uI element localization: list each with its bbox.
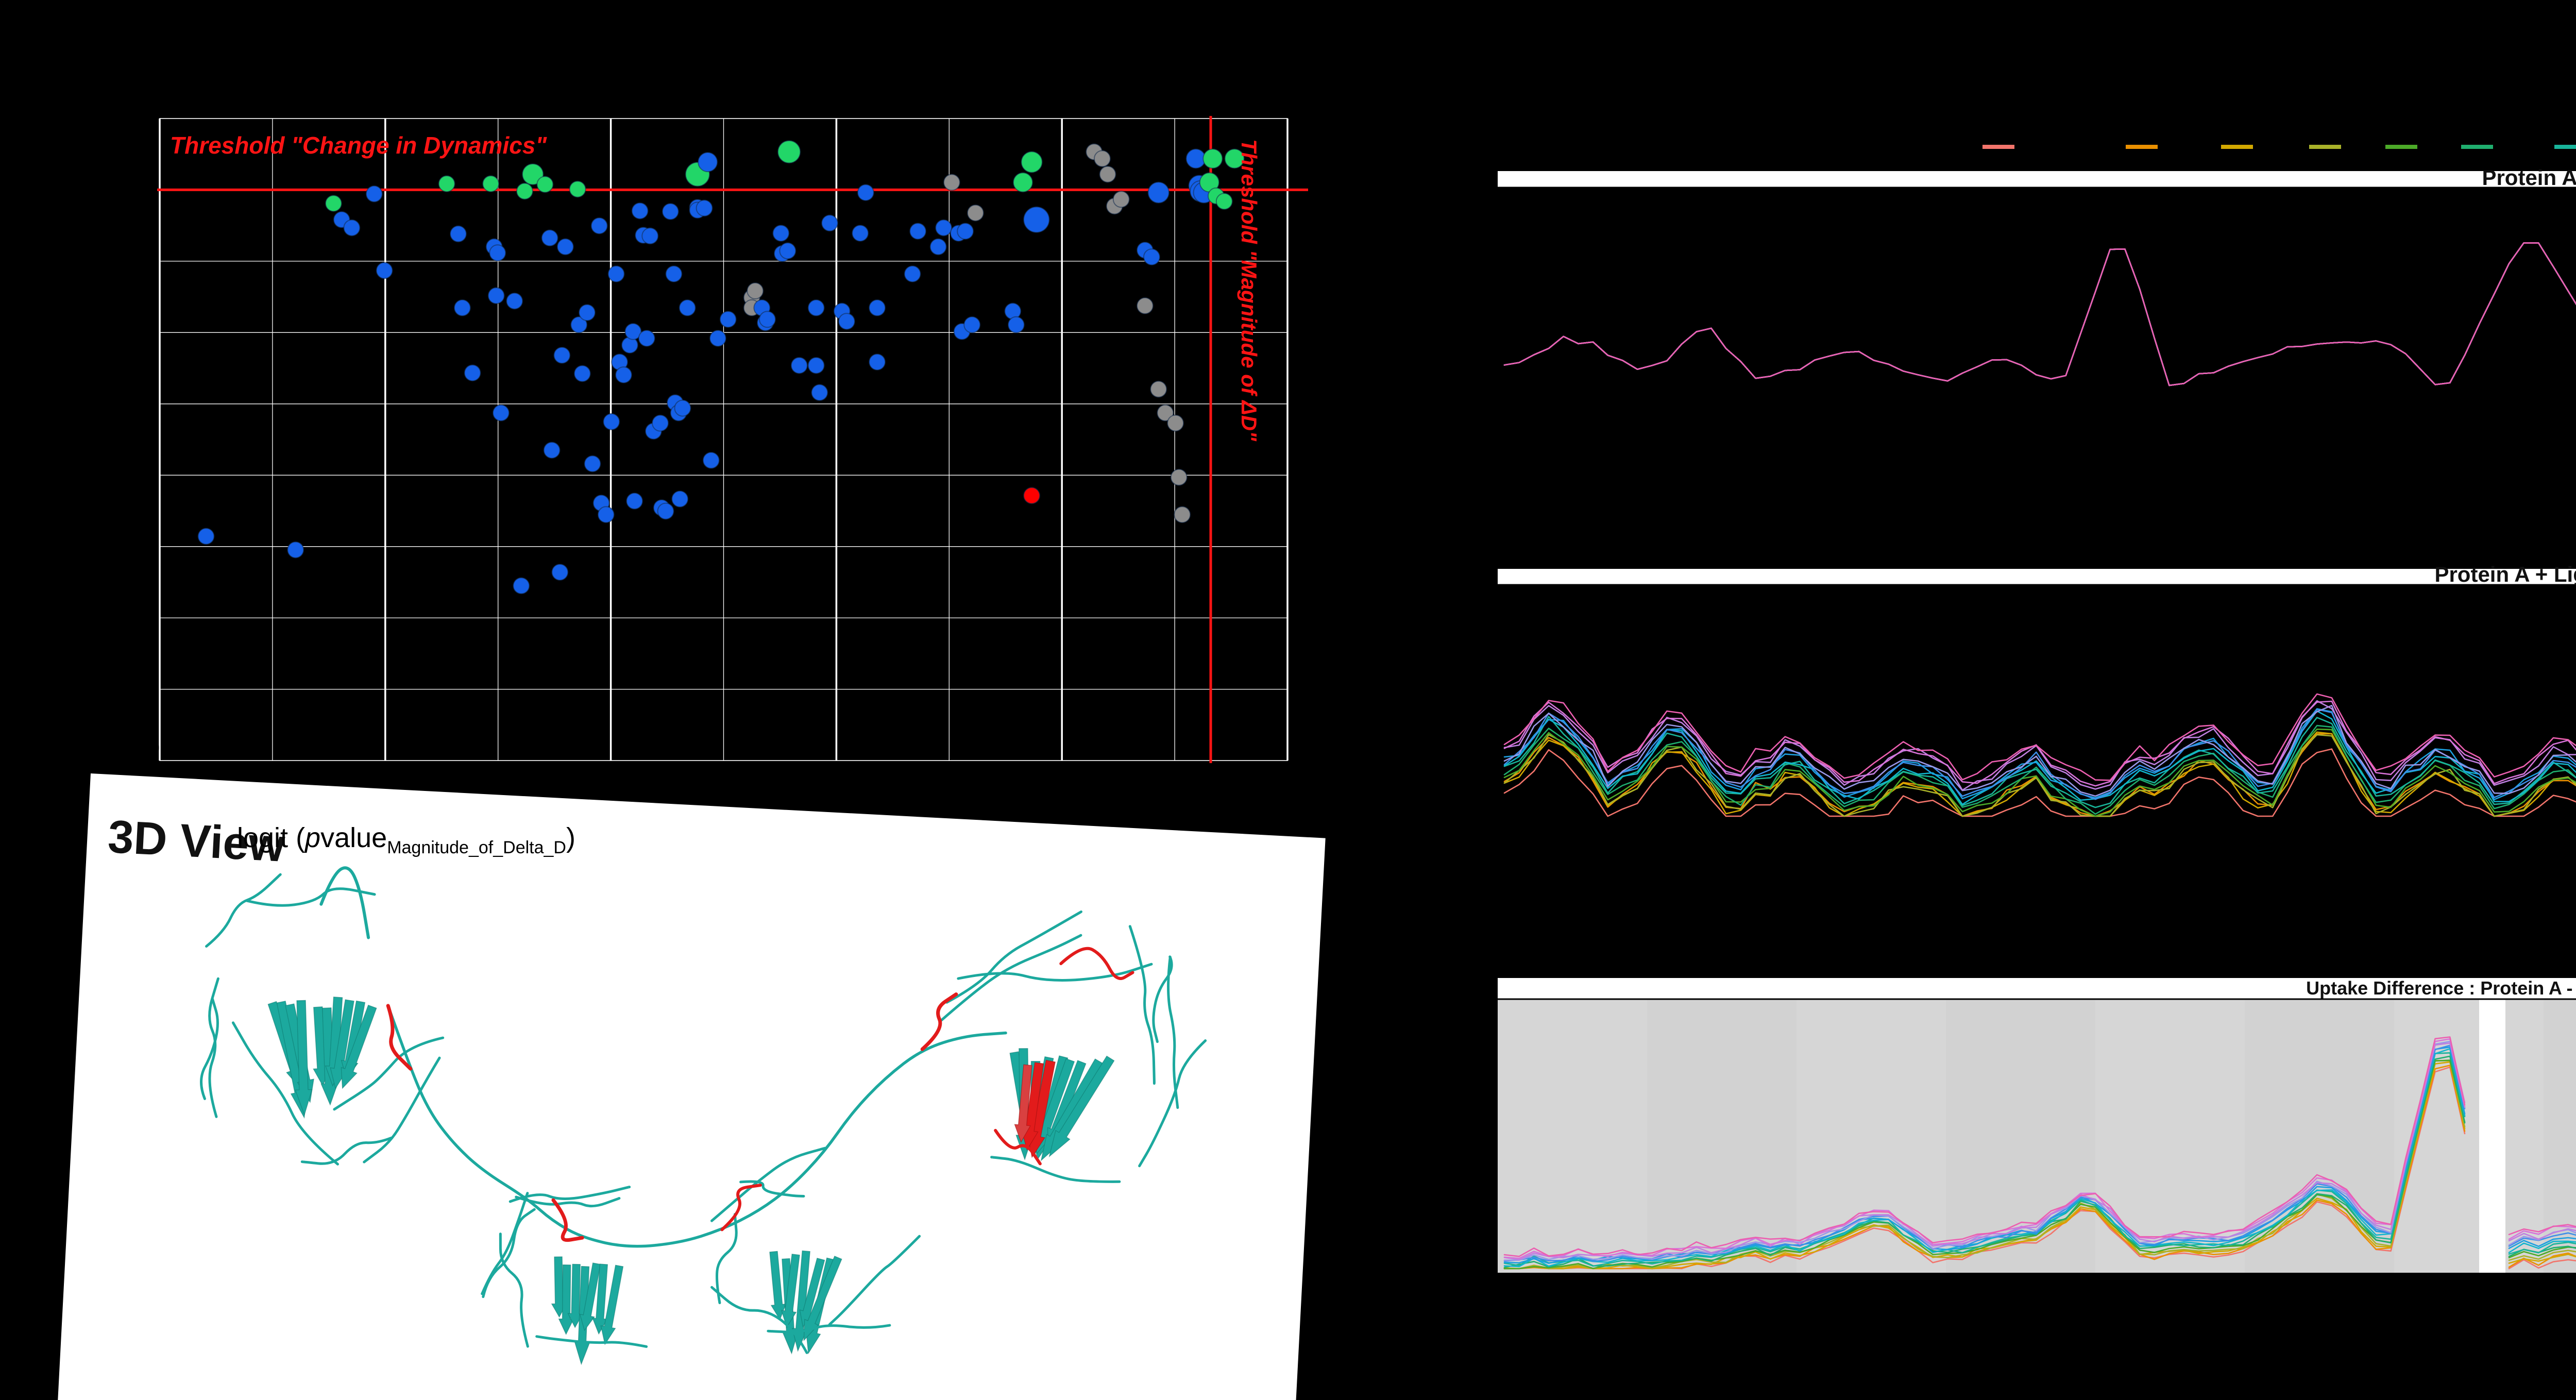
- svg-text:Threshold "Magnitude of ΔD": Threshold "Magnitude of ΔD": [1237, 139, 1261, 442]
- svg-text:Threshold "Change in Dynamics": Threshold "Change in Dynamics": [170, 132, 547, 159]
- svg-text:Uptake Difference : Protein A: Uptake Difference : Protein A - (Protein…: [2306, 977, 2576, 999]
- svg-text:Protein A + Ligand: Protein A + Ligand: [2434, 562, 2576, 586]
- svg-text:Protein A: Protein A: [2482, 165, 2576, 190]
